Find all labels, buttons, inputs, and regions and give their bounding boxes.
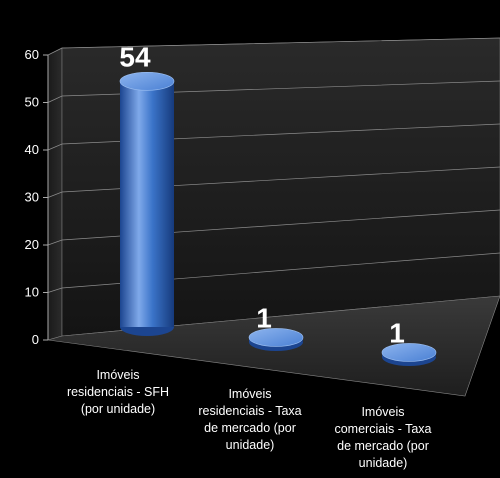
y-tick-label: 0 [32, 332, 39, 347]
bar [119, 72, 175, 336]
gridlines [47, 37, 500, 293]
x-category-label-line: residenciais - Taxa [198, 404, 302, 418]
bar [248, 328, 304, 351]
y-tick-label: 20 [25, 237, 39, 252]
data-labels: 54 1 1 [119, 41, 404, 348]
data-label: 1 [256, 302, 272, 333]
x-category-label: Imóveis residenciais - SFH (por unidade) [58, 367, 178, 418]
gridline [47, 166, 500, 198]
y-tick-label: 30 [25, 190, 39, 205]
x-category-label: Imóveis residenciais - Taxa de mercado (po… [190, 386, 310, 454]
x-category-label-line: Imóveis [228, 387, 272, 401]
x-category-label-line: Imóveis [96, 368, 140, 382]
data-label: 1 [389, 317, 405, 348]
y-tick-label: 50 [25, 95, 39, 110]
gridline [47, 37, 500, 56]
x-category-label-line: unidade) [358, 456, 408, 470]
gridline [47, 80, 500, 103]
bar-series [119, 72, 437, 366]
y-axis-ticks: 0 10 20 30 40 50 60 [25, 47, 49, 347]
gridline [47, 252, 500, 293]
data-label: 54 [119, 41, 151, 72]
x-category-label-line: de mercado (por [337, 439, 429, 453]
x-category-label-line: comerciais - Taxa [334, 422, 432, 436]
x-category-label-line: (por unidade) [80, 402, 156, 416]
x-category-label-line: Imóveis [361, 405, 405, 419]
y-tick-label: 10 [25, 285, 39, 300]
gridline [47, 123, 500, 151]
chart-side-wall [47, 47, 63, 341]
x-category-label-line: residenciais - SFH [66, 385, 170, 399]
x-category-label-line: de mercado (por [204, 421, 296, 435]
bar [381, 343, 437, 366]
x-category-label: Imóveis comerciais - Taxa de mercado (por u… [323, 404, 443, 472]
gridline [47, 209, 500, 246]
y-tick-label: 60 [25, 47, 39, 62]
x-category-label-line: unidade) [225, 438, 275, 452]
y-tick-label: 40 [25, 142, 39, 157]
